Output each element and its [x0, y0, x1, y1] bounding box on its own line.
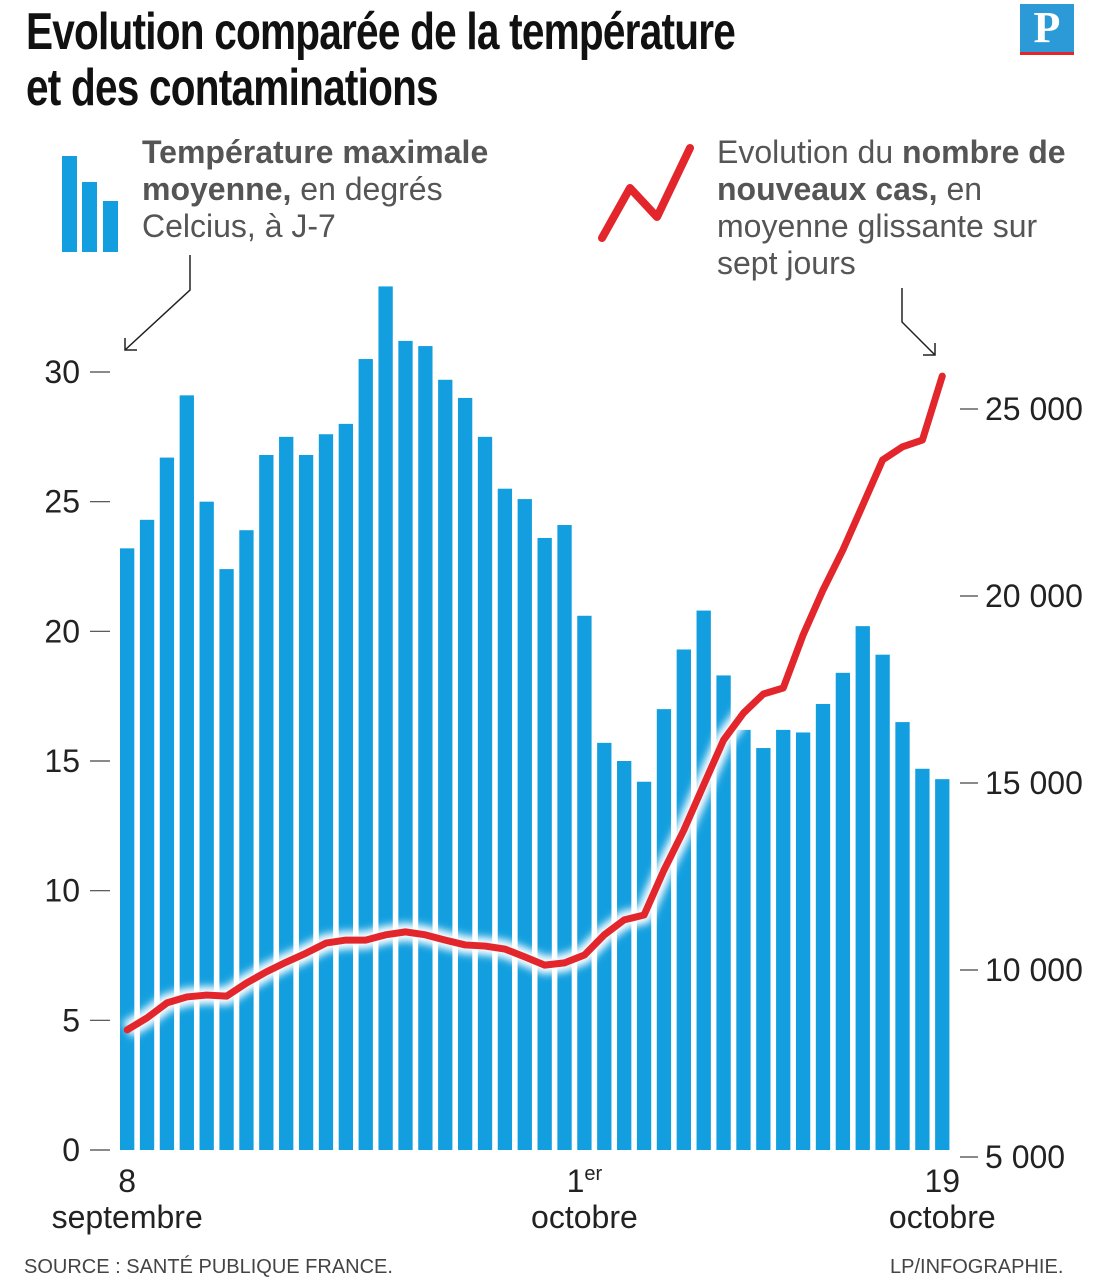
- temperature-bar: [537, 537, 552, 1150]
- temperature-bar: [776, 729, 791, 1150]
- legend-bars-icon: [62, 156, 118, 252]
- temperature-bar: [795, 732, 811, 1150]
- temperature-bar: [477, 436, 493, 1150]
- temperature-bar: [636, 781, 652, 1150]
- temperature-bar: [259, 454, 274, 1150]
- arrow-right-pointer: [901, 288, 936, 356]
- x-tick-month: octobre: [889, 1199, 996, 1235]
- left-tick-label: 20: [44, 613, 80, 649]
- x-tick-day: 1er: [567, 1163, 603, 1199]
- left-tick-label: 30: [44, 354, 80, 390]
- title-line-2: et des contaminations: [26, 59, 439, 117]
- title-line-1: Evolution comparée de la température: [26, 3, 736, 61]
- temperature-bar: [438, 379, 453, 1150]
- temperature-bar: [219, 569, 234, 1150]
- left-tick-label: 25: [44, 484, 80, 520]
- right-tick-label: 5 000: [985, 1139, 1065, 1175]
- source-note: SOURCE : SANTÉ PUBLIQUE FRANCE.: [24, 1256, 393, 1278]
- temperature-bar: [756, 748, 771, 1150]
- temperature-bar: [318, 434, 334, 1150]
- x-tick-day: 8: [118, 1163, 136, 1199]
- right-tick-label: 10 000: [985, 952, 1083, 988]
- cases-line: [123, 372, 946, 1034]
- le-parisien-logo: P: [1020, 4, 1074, 55]
- temperature-bar: [199, 501, 214, 1151]
- temperature-bar: [835, 672, 851, 1150]
- credit-note: LP/INFOGRAPHIE.: [890, 1256, 1064, 1278]
- temperature-bar: [239, 530, 254, 1150]
- x-tick-month: octobre: [531, 1199, 638, 1235]
- temperature-bar: [935, 779, 950, 1150]
- temperature-bar: [617, 761, 632, 1150]
- temperature-bar: [557, 525, 572, 1150]
- chart-title: Evolution comparée de la température et d…: [26, 3, 736, 117]
- temperature-bar: [736, 729, 751, 1150]
- temperature-bar: [716, 675, 731, 1150]
- temperature-bar: [159, 457, 175, 1151]
- temperature-bar: [696, 610, 711, 1150]
- legend-temperature: Température maximale moyenne, en degrés …: [142, 134, 522, 245]
- temperature-bar: [338, 423, 354, 1150]
- temperature-bar: [676, 649, 691, 1150]
- arrow-right-head: [923, 343, 936, 356]
- left-tick-label: 15: [44, 743, 80, 779]
- arrow-left-pointer: [124, 255, 191, 351]
- temperature-bar: [875, 654, 890, 1150]
- legend-temp-text: en degrés Celcius, à J-7: [142, 171, 443, 244]
- temperature-bar: [656, 709, 672, 1150]
- temperature-bar: [398, 340, 413, 1150]
- legend-cases-pre: Evolution du: [717, 134, 903, 170]
- temperature-bar: [378, 286, 393, 1150]
- temperature-bar: [298, 454, 314, 1150]
- temperature-bar: [279, 436, 294, 1150]
- left-tick-label: 10: [44, 873, 80, 909]
- temperature-bar: [139, 519, 155, 1150]
- temperature-bar: [179, 395, 194, 1151]
- temperature-bar: [418, 346, 433, 1151]
- temperature-bar: [358, 359, 373, 1150]
- temperature-bar: [517, 499, 532, 1150]
- right-tick-label: 20 000: [985, 578, 1083, 614]
- left-tick-label: 5: [62, 1002, 80, 1038]
- right-tick-label: 25 000: [985, 391, 1083, 427]
- legend-cases-bold: nombre de nouveaux cas,: [717, 134, 1066, 207]
- arrow-left-head: [124, 338, 137, 351]
- legend-cases-text: en moyenne glissante sur sept jours: [717, 171, 1038, 281]
- temperature-bar: [855, 626, 870, 1150]
- temperature-bar: [895, 722, 910, 1150]
- temperature-bar: [815, 703, 831, 1150]
- x-tick-day: 19: [924, 1163, 960, 1199]
- temperature-bar: [120, 548, 135, 1150]
- left-tick-label: 0: [62, 1132, 80, 1168]
- temperature-bar: [577, 615, 592, 1150]
- legend-line-icon: [598, 144, 694, 242]
- x-tick-month: septembre: [52, 1199, 203, 1235]
- right-tick-label: 15 000: [985, 765, 1083, 801]
- temperature-bar: [915, 768, 930, 1150]
- temperature-bar: [457, 397, 473, 1150]
- legend-cases: Evolution du nombre de nouveaux cas, en …: [717, 134, 1087, 282]
- temperature-bar: [497, 488, 513, 1150]
- legend-temp-bold: Température maximale moyenne,: [142, 134, 489, 207]
